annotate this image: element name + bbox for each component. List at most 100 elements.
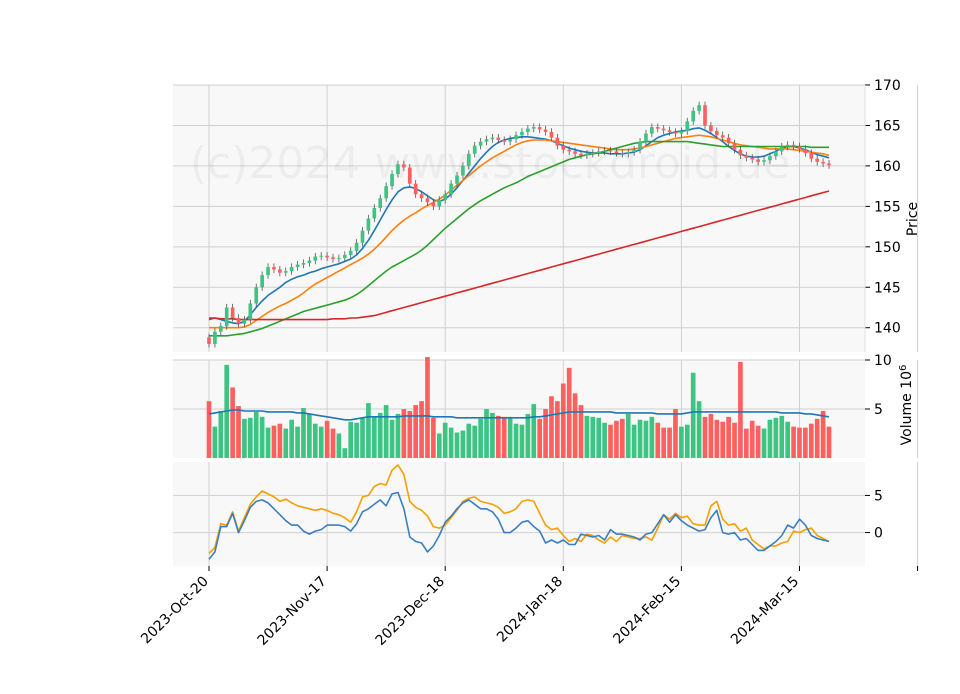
volume-bar [501, 416, 507, 458]
candle-body [809, 152, 814, 159]
volume-bar [779, 415, 785, 458]
volume-tick-label: 5 [874, 402, 883, 418]
candle-body [774, 151, 778, 157]
candle-body [661, 128, 666, 131]
candle-body [218, 326, 223, 332]
candle-body [413, 183, 418, 195]
candle-body [278, 269, 282, 273]
candle-body [402, 164, 406, 168]
volume-bar [230, 387, 235, 458]
candle-body [756, 159, 760, 162]
volume-bar [295, 426, 300, 458]
candle-body [549, 131, 554, 138]
volume-bar [395, 413, 401, 458]
candle-body [821, 161, 825, 164]
candle-body [744, 155, 749, 158]
volume-bar [348, 421, 354, 458]
volume-bar [206, 401, 212, 458]
volume-bar [271, 425, 277, 458]
volume-bar [366, 403, 371, 458]
volume-bar [490, 412, 495, 458]
volume-bar [602, 422, 607, 458]
volume-bar [803, 427, 808, 458]
candle-body [224, 307, 229, 327]
volume-bar [572, 393, 578, 458]
volume-bar [631, 424, 637, 458]
candle-body [213, 331, 217, 344]
volume-bar [342, 448, 348, 458]
price-tick-label: 155 [874, 199, 901, 215]
volume-bar [738, 361, 743, 458]
price-tick-label: 140 [874, 321, 901, 337]
volume-bar [372, 416, 377, 458]
candle-body [437, 199, 442, 207]
volume-bar [259, 416, 265, 458]
candle-body [585, 153, 589, 156]
price-axis-label: Price [905, 202, 921, 236]
candle-body [579, 153, 583, 156]
candle-body [496, 137, 501, 141]
candle-body [703, 105, 707, 126]
x-tick-label: 2023-Dec-18 [373, 574, 448, 649]
candle-body [726, 137, 731, 144]
volume-bar [484, 409, 489, 458]
candle-body [614, 151, 619, 153]
volume-bar [620, 418, 625, 458]
candle-body [827, 163, 831, 166]
volume-bar [720, 421, 726, 458]
price-tick-label: 165 [874, 118, 901, 134]
volume-bar [614, 420, 619, 458]
volume-bar [454, 432, 460, 458]
moving-average-lines [208, 127, 830, 337]
volume-bar [590, 416, 596, 458]
volume-bar [808, 423, 814, 458]
volume-bar [797, 427, 802, 458]
candle-body [526, 128, 530, 132]
volume-bar [667, 427, 672, 458]
volume-bar [212, 426, 218, 458]
candle-body [366, 218, 371, 231]
volume-tick-label: 10 [874, 353, 892, 369]
candle-body [419, 194, 424, 199]
volume-bar [578, 405, 584, 458]
volume-average-line [208, 409, 830, 421]
candle-body [354, 242, 359, 251]
volume-bar [265, 427, 271, 458]
candle-body [596, 151, 601, 153]
volume-bar [726, 416, 731, 458]
volume-bar [566, 367, 572, 458]
candle-body [425, 198, 430, 203]
volume-bar [472, 425, 478, 458]
volume-bar [661, 427, 666, 458]
candle-body [360, 230, 365, 243]
volume-bar [637, 419, 643, 458]
candle-body [331, 257, 335, 259]
candle-body [720, 135, 725, 138]
volume-bar [625, 413, 631, 458]
candle-body [372, 207, 377, 219]
candle-body [537, 127, 542, 130]
volume-bar [218, 410, 224, 458]
volume-axis-label: Volume 106 [898, 365, 916, 446]
volume-bar [431, 417, 436, 458]
volume-bar [324, 420, 330, 458]
volume-bar [496, 415, 501, 458]
x-tick-label: 2023-Oct-20 [138, 574, 212, 648]
price-tick-label: 160 [874, 159, 901, 175]
macd-line-1 [208, 491, 830, 560]
moving-average-line-0 [208, 127, 830, 325]
volume-bar [442, 422, 448, 458]
macd-tick-label: 5 [874, 488, 883, 504]
volume-bar [732, 422, 737, 458]
candle-body [620, 152, 625, 154]
candle-body [348, 250, 353, 255]
volume-bar [555, 401, 560, 458]
candle-body [714, 131, 719, 136]
candle-body [514, 135, 518, 140]
candle-body [272, 267, 276, 270]
watermark-text: (c)2024 www.stockdroid.de [190, 138, 790, 189]
candle-body [697, 105, 701, 111]
volume-bar [679, 426, 684, 458]
candle-body [791, 144, 796, 147]
volume-bar [673, 409, 678, 458]
